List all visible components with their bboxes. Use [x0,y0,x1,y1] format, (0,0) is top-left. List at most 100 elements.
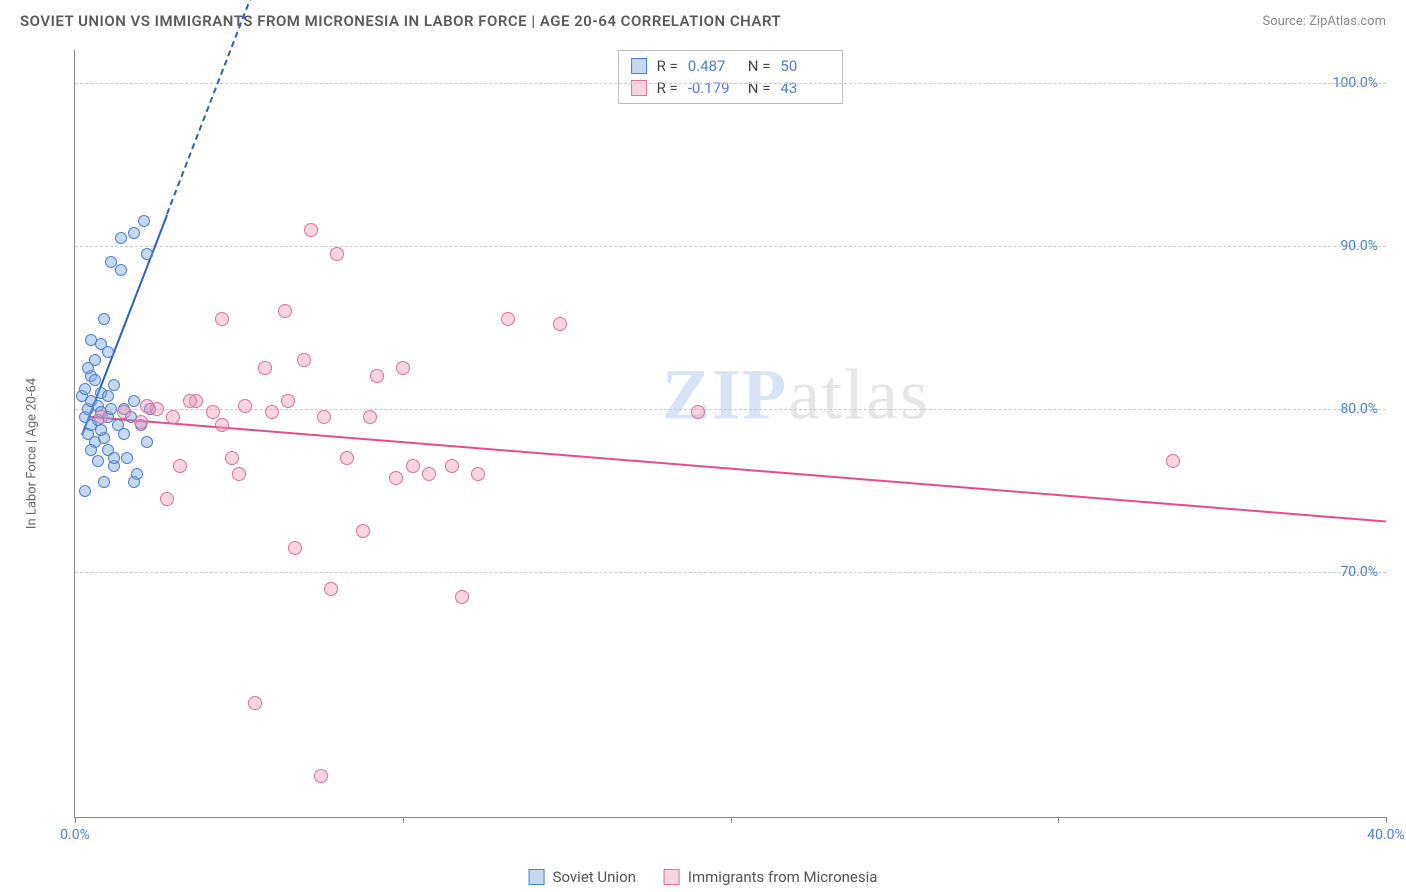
data-point [166,410,180,424]
data-point [248,696,262,710]
data-point [121,452,133,464]
stats-r-label-0: R = [657,57,678,75]
stats-swatch-0 [631,58,647,74]
data-point [297,353,311,367]
data-point [215,312,229,326]
stats-row-0: R = 0.487 N = 50 [631,55,831,77]
data-point [118,428,130,440]
data-point [115,264,127,276]
chart-title: SOVIET UNION VS IMMIGRANTS FROM MICRONES… [20,12,781,30]
data-point [82,362,94,374]
data-point [138,215,150,227]
data-point [422,467,436,481]
x-tick [1058,817,1059,823]
data-point [115,232,127,244]
data-point [108,379,120,391]
x-tick [75,817,76,823]
chart-container: In Labor Force | Age 20-64 ZIPatlas R = … [50,50,1386,842]
chart-source: Source: ZipAtlas.com [1262,14,1386,29]
data-point [258,361,272,375]
data-point [160,492,174,506]
data-point [396,361,410,375]
data-point [471,467,485,481]
data-point [94,410,108,424]
x-tick [1386,817,1387,823]
data-point [330,247,344,261]
y-tick-label: 90.0% [1340,238,1378,254]
data-point [288,541,302,555]
data-point [281,394,295,408]
data-point [89,374,101,386]
x-tick-label: 40.0% [1367,827,1405,843]
data-point [324,582,338,596]
data-point [501,312,515,326]
data-point [304,223,318,237]
data-point [215,418,229,432]
data-point [183,394,197,408]
x-tick-label: 0.0% [60,827,90,843]
grid-line [75,246,1386,247]
legend-swatch-1 [664,869,680,885]
watermark-bold: ZIP [662,355,788,435]
x-tick [731,817,732,823]
grid-line [75,83,1386,84]
bottom-legend: Soviet Union Immigrants from Micronesia [529,868,878,886]
data-point [92,455,104,467]
data-point [128,476,140,488]
trend-line [91,416,1386,522]
data-point [108,452,120,464]
data-point [225,451,239,465]
data-point [98,313,110,325]
data-point [314,769,328,783]
data-point [128,395,140,407]
watermark-light: atlas [788,355,930,435]
data-point [317,410,331,424]
legend-item-1: Immigrants from Micronesia [664,868,878,886]
data-point [134,415,148,429]
legend-label-1: Immigrants from Micronesia [688,868,878,886]
data-point [340,451,354,465]
stats-row-1: R = -0.179 N = 43 [631,77,831,99]
y-tick-label: 100.0% [1333,75,1378,91]
grid-line [75,572,1386,573]
chart-header: SOVIET UNION VS IMMIGRANTS FROM MICRONES… [0,0,1406,38]
y-tick-label: 80.0% [1340,401,1378,417]
data-point [117,405,131,419]
data-point [278,304,292,318]
stats-n-value-0: 50 [780,57,830,75]
watermark: ZIPatlas [662,354,930,437]
stats-r-value-0: 0.487 [688,57,738,75]
stats-n-label-0: N = [748,57,771,75]
data-point [363,410,377,424]
data-point [370,369,384,383]
data-point [356,524,370,538]
data-point [553,317,567,331]
data-point [265,405,279,419]
data-point [389,471,403,485]
data-point [455,590,469,604]
data-point [206,405,220,419]
data-point [406,459,420,473]
data-point [1166,454,1180,468]
data-point [79,383,91,395]
data-point [141,436,153,448]
data-point [238,399,252,413]
data-point [102,346,114,358]
data-point [173,459,187,473]
data-point [128,227,140,239]
x-tick [403,817,404,823]
data-point [79,485,91,497]
y-tick-label: 70.0% [1340,564,1378,580]
data-point [85,444,97,456]
data-point [95,424,107,436]
data-point [691,405,705,419]
data-point [102,390,114,402]
data-point [232,467,246,481]
data-point [85,334,97,346]
plot-area: ZIPatlas R = 0.487 N = 50 R = -0.179 N =… [74,50,1386,818]
data-point [445,459,459,473]
legend-item-0: Soviet Union [529,868,636,886]
legend-label-0: Soviet Union [553,868,636,886]
data-point [141,248,153,260]
legend-swatch-0 [529,869,545,885]
